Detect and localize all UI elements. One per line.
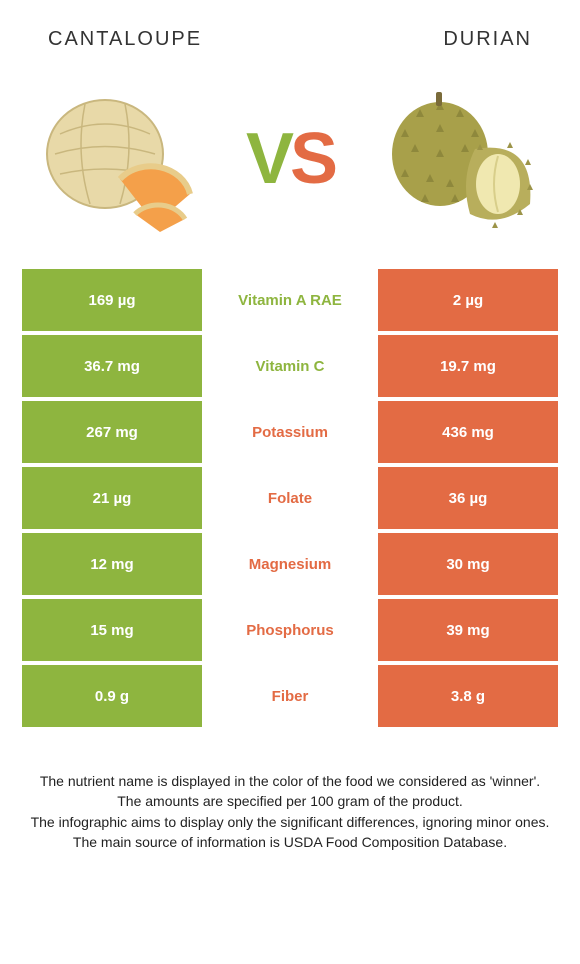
nutrient-label: Potassium	[202, 401, 378, 463]
right-value: 3.8 g	[378, 665, 558, 727]
nutrient-label: Fiber	[202, 665, 378, 727]
title-right: DURIAN	[443, 28, 532, 51]
left-value: 0.9 g	[22, 665, 202, 727]
footer-line: The nutrient name is displayed in the co…	[28, 771, 552, 791]
right-value: 36 µg	[378, 467, 558, 529]
nutrient-label: Vitamin A RAE	[202, 269, 378, 331]
footer-line: The infographic aims to display only the…	[28, 812, 552, 832]
left-value: 36.7 mg	[22, 335, 202, 397]
nutrient-table: 169 µg Vitamin A RAE 2 µg 36.7 mg Vitami…	[0, 269, 580, 727]
nutrient-label: Phosphorus	[202, 599, 378, 661]
vs-s: S	[290, 119, 334, 199]
footer-line: The amounts are specified per 100 gram o…	[28, 791, 552, 811]
right-value: 30 mg	[378, 533, 558, 595]
table-row: 267 mg Potassium 436 mg	[22, 401, 558, 463]
images-row: VS	[0, 59, 580, 269]
footer-line: The main source of information is USDA F…	[28, 832, 552, 852]
nutrient-label: Vitamin C	[202, 335, 378, 397]
left-value: 267 mg	[22, 401, 202, 463]
table-row: 169 µg Vitamin A RAE 2 µg	[22, 269, 558, 331]
left-value: 12 mg	[22, 533, 202, 595]
table-row: 36.7 mg Vitamin C 19.7 mg	[22, 335, 558, 397]
durian-image	[370, 79, 550, 239]
vs-v: V	[246, 119, 290, 199]
header: CANTALOUPE DURIAN	[0, 0, 580, 59]
cantaloupe-image	[30, 79, 210, 239]
right-value: 39 mg	[378, 599, 558, 661]
table-row: 0.9 g Fiber 3.8 g	[22, 665, 558, 727]
nutrient-label: Magnesium	[202, 533, 378, 595]
right-value: 19.7 mg	[378, 335, 558, 397]
nutrient-label: Folate	[202, 467, 378, 529]
left-value: 169 µg	[22, 269, 202, 331]
right-value: 436 mg	[378, 401, 558, 463]
vs-label: VS	[246, 118, 334, 200]
footer-notes: The nutrient name is displayed in the co…	[0, 731, 580, 852]
table-row: 12 mg Magnesium 30 mg	[22, 533, 558, 595]
title-left: CANTALOUPE	[48, 28, 202, 51]
right-value: 2 µg	[378, 269, 558, 331]
table-row: 15 mg Phosphorus 39 mg	[22, 599, 558, 661]
left-value: 15 mg	[22, 599, 202, 661]
table-row: 21 µg Folate 36 µg	[22, 467, 558, 529]
left-value: 21 µg	[22, 467, 202, 529]
